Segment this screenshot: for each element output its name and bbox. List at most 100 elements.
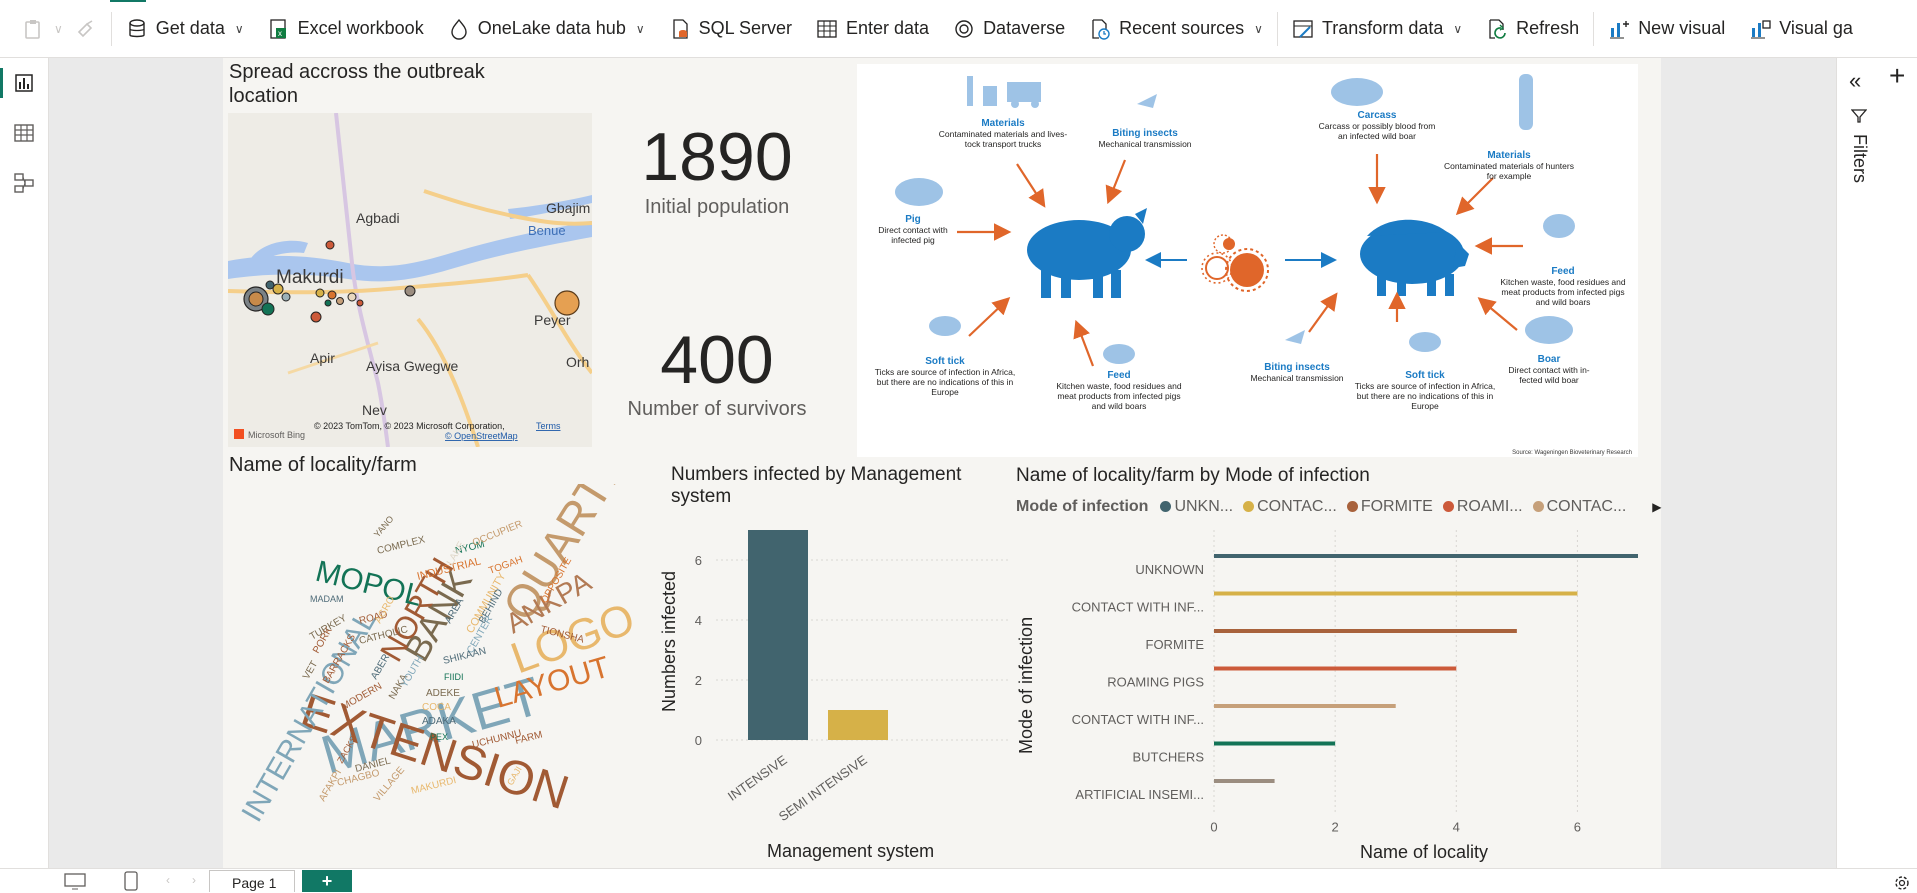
wordcloud-word[interactable]: COMPLEX — [376, 534, 426, 557]
legend-item[interactable]: FORMITE — [1346, 498, 1433, 516]
diagram-label-text: for example — [1487, 171, 1532, 181]
prev-page-icon[interactable]: ‹ — [166, 873, 170, 887]
legend-item[interactable]: UNKN... — [1160, 498, 1233, 516]
next-page-icon[interactable]: › — [192, 873, 196, 887]
svg-text:x: x — [278, 29, 282, 38]
bar[interactable] — [828, 710, 888, 740]
mgmt-bar-chart[interactable]: 0 2 4 6 INTENSIVE SEMI INTENSIVE — [660, 516, 1010, 856]
map-visual[interactable]: Agbadi Gbajim Benue Makurdi Peyer Apir A… — [228, 113, 592, 447]
page-tab-1[interactable]: Page 1 — [209, 870, 295, 892]
new-visual-button[interactable]: New visual — [1596, 10, 1737, 48]
get-data-button[interactable]: Get data ∨ — [114, 10, 256, 48]
wordcloud-word[interactable]: ADAKA — [422, 716, 456, 727]
mgmt-chart-title: Numbers infected by Management system — [671, 464, 962, 507]
ribbon-separator — [110, 11, 112, 46]
paste-button[interactable]: ∨ — [0, 10, 71, 48]
visual-ga-button[interactable]: Visual ga — [1737, 10, 1865, 48]
settings-icon[interactable] — [1892, 873, 1912, 893]
mgmt-x-axis-label: Management system — [767, 841, 935, 861]
wordcloud-word[interactable]: ABER — [369, 652, 392, 681]
ribbon-button-label: Refresh — [1516, 18, 1580, 38]
legend-item[interactable]: CONTAC... — [1532, 498, 1626, 516]
sql-server-button[interactable]: SQL Server — [657, 10, 804, 48]
y-tick-label: ROAMING PIGS — [1107, 675, 1204, 690]
wordcloud-word[interactable]: OCCUPIER — [471, 519, 524, 549]
bar[interactable] — [1214, 704, 1396, 708]
report-view-button[interactable] — [9, 68, 39, 98]
wordcloud-word[interactable]: COCA — [422, 702, 451, 713]
chevron-down-icon[interactable]: ∨ — [635, 21, 645, 36]
map-bubbles[interactable] — [243, 240, 580, 323]
place-label: Ayisa Gwegwe — [366, 358, 459, 374]
mode-bar-chart[interactable]: 0 2 4 6 UNKNOWN CONTACT WITH INF... FORMITE ROA… — [1016, 530, 1656, 850]
bar[interactable] — [1214, 741, 1336, 746]
diagram-label-text: and wild boars — [1092, 401, 1147, 411]
format-painter-button[interactable] — [71, 10, 109, 48]
add-page-button[interactable]: + — [302, 870, 352, 892]
recent-sources-button[interactable]: Recent sources ∨ — [1077, 10, 1275, 48]
wordcloud-word[interactable]: MOPOL — [312, 555, 425, 613]
hunter-icon — [1519, 74, 1533, 130]
legend-dot — [1243, 501, 1255, 512]
wild-boar-icon — [1360, 219, 1469, 296]
y-tick-label: 6 — [695, 553, 702, 568]
mode-legend[interactable]: Mode of infection UNKN... CONTAC... FORMIT… — [1016, 498, 1662, 516]
wordcloud-word[interactable]: MADAM — [310, 594, 344, 604]
dataverse-button[interactable]: Dataverse — [941, 10, 1077, 48]
model-view-button[interactable] — [9, 168, 39, 198]
onelake-data-hub-button[interactable]: OneLake data hub ∨ — [436, 10, 657, 48]
report-view-icon — [15, 74, 33, 92]
wordcloud-word[interactable]: FIIDI — [444, 672, 464, 682]
bar[interactable] — [1214, 779, 1275, 783]
table-view-button[interactable] — [9, 118, 39, 148]
add-icon[interactable]: + — [1889, 60, 1906, 91]
diagram-label-title: Pig — [905, 214, 921, 225]
collapse-filters-icon[interactable]: « — [1849, 68, 1862, 93]
legend-dot — [1532, 501, 1544, 512]
legend-dot — [1442, 501, 1454, 512]
chevron-down-icon[interactable]: ∨ — [1453, 21, 1463, 36]
legend-label: UNKN... — [1174, 498, 1234, 515]
shovel-icon — [967, 76, 973, 106]
wordcloud-word[interactable]: PEX — [430, 732, 448, 742]
excel-workbook-button[interactable]: x Excel workbook — [256, 10, 436, 48]
feed-bowl-icon — [1103, 344, 1135, 364]
transform-data-button[interactable]: Transform data ∨ — [1280, 10, 1474, 48]
diagram-label-text: Ticks are source of infection in Africa, — [875, 367, 1015, 377]
ribbon-button-label: Visual ga — [1779, 18, 1853, 38]
mobile-layout-icon[interactable] — [124, 871, 138, 891]
desktop-layout-icon[interactable] — [64, 873, 86, 891]
diagram-label-text: meat products from infected pigs — [1501, 287, 1624, 297]
legend-label: ROAMI... — [1456, 498, 1523, 515]
wordcloud-visual[interactable]: MARKET EXTENSION QUARTERS LOGO LAYOUT ANKPA BA… — [228, 386, 671, 834]
chevron-down-icon[interactable]: ∨ — [1254, 21, 1263, 36]
ribbon-accent — [110, 0, 146, 2]
diagram-label-text: and wild boars — [1536, 297, 1591, 307]
legend-dot — [1160, 501, 1172, 512]
bar[interactable] — [1214, 666, 1457, 671]
bar[interactable] — [1214, 554, 1638, 558]
wordcloud-word[interactable]: YANO — [372, 514, 396, 539]
bar[interactable] — [748, 530, 808, 740]
legend-next-icon[interactable]: ▶ — [1652, 500, 1662, 514]
place-label: Benue — [528, 223, 566, 238]
refresh-button[interactable]: Refresh — [1474, 10, 1591, 48]
diagram-label-text: meat products from infected pigs — [1057, 391, 1180, 401]
legend-item[interactable]: ROAMI... — [1442, 498, 1523, 516]
bar[interactable] — [1214, 591, 1578, 596]
chevron-down-icon[interactable]: ∨ — [234, 21, 244, 36]
diagram-label-text: Kitchen waste, food residues and — [1056, 381, 1181, 391]
carcass-icon — [1331, 78, 1383, 106]
format-painter-icon — [75, 18, 97, 40]
mode-x-axis-label: Name of locality — [1360, 842, 1489, 862]
diagram-label-title: Materials — [1487, 150, 1531, 161]
enter-data-button[interactable]: Enter data — [804, 10, 941, 48]
y-tick-label: BUTCHERS — [1132, 750, 1204, 765]
filters-label[interactable]: Filters — [1850, 134, 1870, 183]
wordcloud-word[interactable]: ADEKE — [426, 688, 460, 699]
legend-item[interactable]: CONTAC... — [1243, 498, 1337, 516]
x-tick-label: 0 — [1210, 820, 1217, 835]
bar[interactable] — [1214, 629, 1517, 633]
survivors-label: Number of survivors — [627, 398, 807, 420]
place-label: Peyer — [534, 312, 571, 328]
